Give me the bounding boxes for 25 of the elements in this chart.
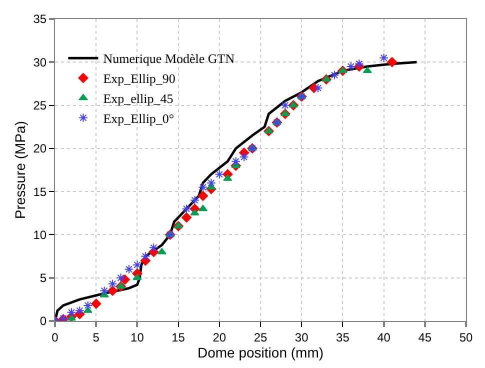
x-tick-label: 45 bbox=[418, 330, 432, 344]
legend-label: Exp_ellip_45 bbox=[103, 90, 174, 106]
y-tick-label: 10 bbox=[33, 228, 47, 242]
x-tick-label: 5 bbox=[92, 330, 100, 344]
legend-label: Exp_Ellip_90 bbox=[103, 71, 176, 86]
y-tick-label: 30 bbox=[33, 55, 47, 70]
x-tick-label: 35 bbox=[336, 330, 350, 344]
y-tick-label: 0 bbox=[40, 314, 47, 328]
x-axis-title: Dome position (mm) bbox=[197, 344, 324, 360]
y-tick-label: 35 bbox=[33, 12, 47, 26]
x-tick-label: 30 bbox=[294, 330, 309, 344]
y-tick-label: 15 bbox=[33, 184, 47, 199]
x-tick-label: 20 bbox=[212, 330, 226, 344]
x-tick-label: 0 bbox=[52, 330, 59, 344]
x-tick-label: 40 bbox=[377, 330, 391, 344]
y-tick-label: 5 bbox=[40, 271, 47, 286]
legend-label: Exp_Ellip_0° bbox=[103, 110, 174, 126]
legend-label: Numerique Modèle GTN bbox=[103, 51, 236, 66]
x-tick-label: 25 bbox=[254, 330, 268, 344]
y-axis-title: Pressure (MPa) bbox=[12, 120, 28, 220]
x-tick-label: 10 bbox=[130, 330, 144, 344]
y-tick-label: 25 bbox=[33, 98, 47, 112]
y-tick-label: 20 bbox=[33, 142, 47, 156]
x-tick-label: 50 bbox=[459, 330, 473, 344]
x-tick-label: 15 bbox=[172, 330, 186, 344]
